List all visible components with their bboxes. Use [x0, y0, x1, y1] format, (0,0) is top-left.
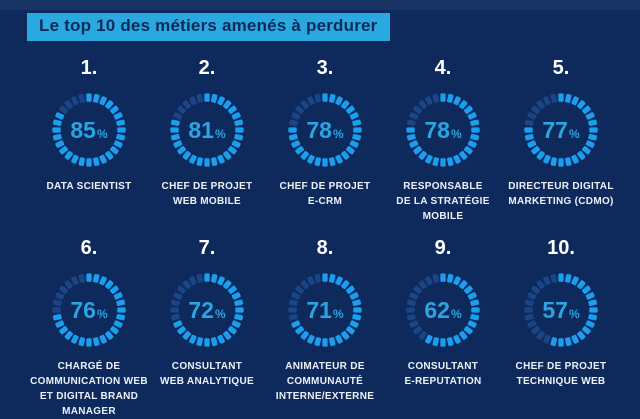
percent-sign: %	[568, 127, 580, 141]
job-title-label: ANIMATEUR DE COMMUNAUTÉ INTERNE/EXTERNE	[275, 361, 375, 402]
gauge-item: 1. 85% DATA SCIENTIST	[30, 56, 148, 224]
progress-ring-segments	[288, 93, 362, 167]
gauge-percentage: 62	[424, 296, 450, 323]
gauge-value: 78%	[286, 91, 364, 169]
progress-ring: 81%	[168, 91, 246, 169]
rank-number: 7.	[198, 237, 216, 259]
gauge-percentage: 85	[70, 116, 96, 143]
progress-ring-segments	[170, 273, 244, 347]
gauge-row-bottom: 6. 76% CHARGÉ DE COMMUNICATION WEB ET DIGI…	[30, 236, 620, 419]
percent-sign: %	[214, 127, 226, 141]
gauge-value: 72%	[168, 271, 246, 349]
progress-ring: 78%	[404, 91, 482, 169]
progress-ring-segments	[406, 273, 480, 347]
page-title: Le top 10 des métiers amenés à perdurer	[27, 13, 390, 41]
rank-number: 3.	[316, 57, 334, 79]
rank-number: 8.	[316, 237, 334, 259]
gauge-value: 76%	[50, 271, 128, 349]
job-title-label: CONSULTANT WEB ANALYTIQUE	[159, 361, 255, 387]
progress-ring-segments	[288, 273, 362, 347]
job-title-label: DATA SCIENTIST	[46, 181, 132, 192]
gauge-item: 8. 71% ANIMATEUR DE COMMUNAUTÉ INTERNE/EXT…	[266, 236, 384, 419]
percent-sign: %	[568, 307, 580, 321]
gauge-percentage: 76	[70, 296, 96, 323]
gauge-percentage: 72	[188, 296, 214, 323]
rank-number: 1.	[80, 57, 98, 79]
job-title-label: RESPONSABLE DE LA STRATÉGIE MOBILE	[396, 181, 490, 222]
gauge-value: 85%	[50, 91, 128, 169]
progress-ring: 62%	[404, 271, 482, 349]
gauge-row-top: 1. 85% DATA SCIENTIST 2. 81% CHEF DE PROJET W…	[30, 56, 620, 224]
percent-sign: %	[96, 127, 108, 141]
job-title-label: CHEF DE PROJET WEB MOBILE	[161, 181, 253, 207]
job-title-label: CHARGÉ DE COMMUNICATION WEB ET DIGITAL B…	[30, 361, 148, 417]
rank-number: 2.	[198, 57, 216, 79]
gauge-item: 4. 78% RESPONSABLE DE LA STRATÉGIE MOBILE	[384, 56, 502, 224]
rank-number: 4.	[434, 57, 452, 79]
progress-ring: 76%	[50, 271, 128, 349]
gauge-percentage: 81	[188, 116, 214, 143]
gauge-item: 9. 62% CONSULTANT E-REPUTATION	[384, 236, 502, 419]
gauge-value: 71%	[286, 271, 364, 349]
rank-number: 6.	[80, 237, 98, 259]
gauge-item: 3. 78% CHEF DE PROJET E-CRM	[266, 56, 384, 224]
gauge-percentage: 78	[424, 116, 450, 143]
gauge-percentage: 57	[542, 296, 568, 323]
gauge-value: 57%	[522, 271, 600, 349]
gauge-item: 7. 72% CONSULTANT WEB ANALYTIQUE	[148, 236, 266, 419]
progress-ring-segments	[524, 93, 598, 167]
progress-ring-segments	[406, 93, 480, 167]
gauge-value: 77%	[522, 91, 600, 169]
progress-ring-segments	[52, 273, 126, 347]
progress-ring-segments	[52, 93, 126, 167]
progress-ring: 72%	[168, 271, 246, 349]
gauge-percentage: 78	[306, 116, 332, 143]
top-edge-strip	[0, 0, 640, 10]
percent-sign: %	[96, 307, 108, 321]
gauge-percentage: 77	[542, 116, 568, 143]
progress-ring: 78%	[286, 91, 364, 169]
gauge-value: 62%	[404, 271, 482, 349]
gauge-value: 78%	[404, 91, 482, 169]
gauge-item: 5. 77% DIRECTEUR DIGITAL MARKETING (CDMO)	[502, 56, 620, 224]
gauge-percentage: 71	[306, 296, 332, 323]
rank-number: 10.	[547, 237, 575, 259]
progress-ring-segments	[170, 93, 244, 167]
job-title-label: CHEF DE PROJET E-CRM	[279, 181, 371, 207]
progress-ring: 71%	[286, 271, 364, 349]
gauge-item: 6. 76% CHARGÉ DE COMMUNICATION WEB ET DIGI…	[30, 236, 148, 419]
percent-sign: %	[214, 307, 226, 321]
percent-sign: %	[332, 307, 344, 321]
progress-ring: 77%	[522, 91, 600, 169]
rank-number: 5.	[552, 57, 570, 79]
percent-sign: %	[332, 127, 344, 141]
job-title-label: CHEF DE PROJET TECHNIQUE WEB	[515, 361, 607, 387]
gauge-item: 10. 57% CHEF DE PROJET TECHNIQUE WEB	[502, 236, 620, 419]
job-title-label: CONSULTANT E-REPUTATION	[404, 361, 482, 387]
progress-ring: 85%	[50, 91, 128, 169]
gauge-value: 81%	[168, 91, 246, 169]
rank-number: 9.	[434, 237, 452, 259]
progress-ring: 57%	[522, 271, 600, 349]
progress-ring-segments	[524, 273, 598, 347]
percent-sign: %	[450, 127, 462, 141]
percent-sign: %	[450, 307, 462, 321]
gauge-item: 2. 81% CHEF DE PROJET WEB MOBILE	[148, 56, 266, 224]
job-title-label: DIRECTEUR DIGITAL MARKETING (CDMO)	[508, 181, 614, 207]
